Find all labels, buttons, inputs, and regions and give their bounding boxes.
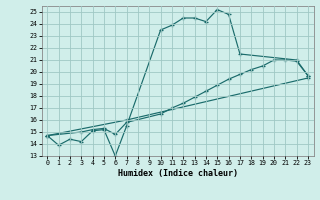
X-axis label: Humidex (Indice chaleur): Humidex (Indice chaleur) bbox=[118, 169, 237, 178]
